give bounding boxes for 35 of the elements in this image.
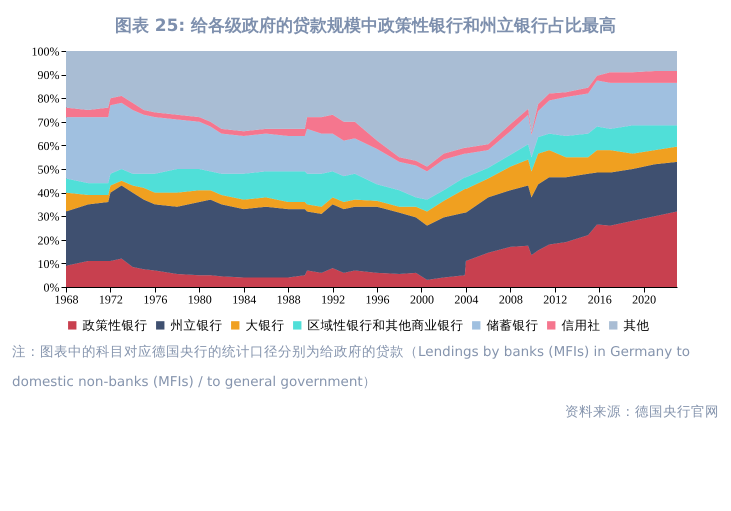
legend-label: 政策性银行 — [82, 317, 148, 332]
legend-label: 大银行 — [246, 317, 284, 332]
legend-label: 信用社 — [562, 317, 600, 332]
legend-label: 储蓄银行 — [486, 317, 538, 332]
y-tick-label: 50% — [38, 162, 60, 176]
legend-label: 州立银行 — [170, 317, 222, 332]
x-tick-label: 1968 — [54, 292, 78, 306]
x-tick-label: 2004 — [454, 292, 478, 306]
y-tick-label: 90% — [38, 68, 60, 82]
y-tick-label: 80% — [38, 92, 60, 106]
text: 资料来源：德国央行官网 — [564, 403, 720, 422]
y-tick-label: 30% — [38, 210, 60, 224]
y-tick-label: 0% — [44, 280, 60, 294]
x-tick-label: 1996 — [366, 292, 390, 306]
y-tick-label: 100% — [32, 44, 60, 58]
chart-title: 图表 25: 给各级政府的贷款规模中政策性银行和州立银行占比最高 — [114, 15, 618, 38]
text: 注：图表中的科目对应德国央行的统计口径分别为给政府的贷款（Lendings by banks (MFIs) in Germany to domestic non-banks (MFIs) / to general government） — [11, 343, 692, 392]
x-tick-label: 1980 — [188, 292, 212, 306]
x-tick-label: 1972 — [98, 292, 123, 306]
y-tick-label: 60% — [38, 138, 60, 153]
x-tick-label: 1988 — [276, 292, 301, 306]
legend-label: 其他 — [624, 317, 650, 332]
x-tick-label: 1992 — [321, 292, 346, 306]
y-tick-label: 40% — [38, 186, 60, 200]
x-tick-label: 1984 — [232, 292, 256, 306]
x-tick-label: 2008 — [498, 292, 523, 306]
x-tick-label: 2016 — [588, 292, 612, 306]
x-tick-label: 2020 — [632, 292, 656, 306]
y-tick-label: 70% — [38, 115, 60, 130]
y-tick-label: 20% — [38, 233, 60, 248]
x-tick-label: 2000 — [410, 292, 434, 306]
legend-label: 区域性银行和其他商业银行 — [308, 317, 464, 332]
x-tick-label: 2012 — [543, 292, 568, 306]
y-tick-label: 10% — [38, 256, 60, 271]
x-tick-label: 1976 — [143, 292, 168, 306]
